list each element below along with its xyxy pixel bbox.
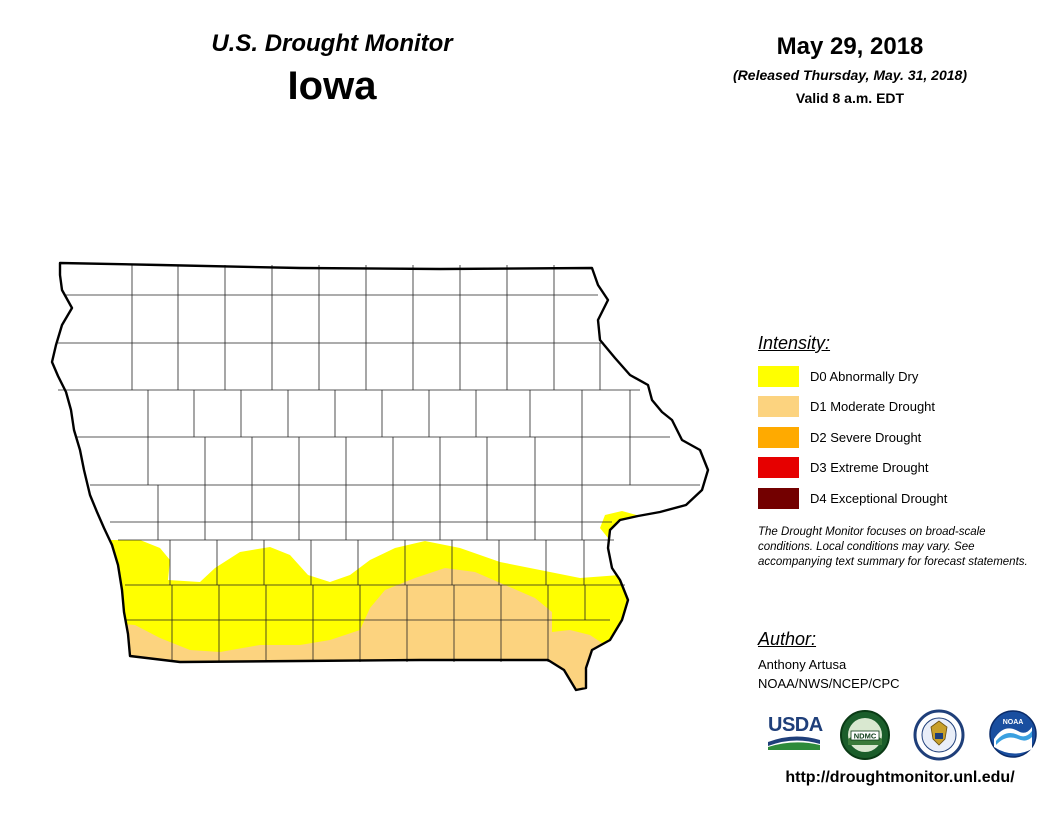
website-link[interactable]: http://droughtmonitor.unl.edu/ (785, 769, 1015, 786)
author-name: Anthony Artusa (758, 657, 847, 672)
legend-note: The Drought Monitor focuses on broad-sca… (758, 526, 1028, 568)
legend-swatch-d0 (758, 366, 799, 387)
author-organization: NOAA/NWS/NCEP/CPC (758, 676, 900, 691)
legend-swatch-d2 (758, 427, 799, 448)
ndmc-logo: NDMC (840, 710, 890, 760)
legend-label-d0: D0 Abnormally Dry (810, 369, 919, 384)
legend-swatch-d3 (758, 457, 799, 478)
usda-logo: USDA (766, 712, 823, 752)
drought-areas (90, 510, 690, 690)
author-heading: Author: (758, 629, 817, 649)
county-boundaries (58, 265, 700, 662)
legend-swatch-d4 (758, 488, 799, 509)
iowa-drought-map (50, 261, 710, 692)
noaa-logo-text: NOAA (1003, 719, 1024, 726)
legend-swatch-d1 (758, 396, 799, 417)
map-date: May 29, 2018 (776, 33, 924, 60)
legend-label-d1: D1 Moderate Drought (810, 399, 936, 414)
usda-logo-text: USDA (768, 714, 823, 736)
legend-label-d2: D2 Severe Drought (810, 430, 922, 445)
legend-label-d3: D3 Extreme Drought (810, 460, 929, 475)
noaa-logo: NOAA (989, 710, 1037, 758)
legend-label-d4: D4 Exceptional Drought (810, 491, 948, 506)
usda-logo-graphic (768, 736, 820, 750)
map-title-state: Iowa (287, 64, 377, 108)
iowa-state-outline (50, 261, 710, 692)
valid-time: Valid 8 a.m. EDT (795, 90, 905, 106)
release-date: (Released Thursday, May. 31, 2018) (733, 67, 967, 83)
map-supertitle: U.S. Drought Monitor (211, 30, 453, 57)
ndmc-logo-text: NDMC (854, 732, 877, 741)
legend-title: Intensity: (758, 333, 831, 353)
doc-seal-icon (913, 709, 965, 761)
